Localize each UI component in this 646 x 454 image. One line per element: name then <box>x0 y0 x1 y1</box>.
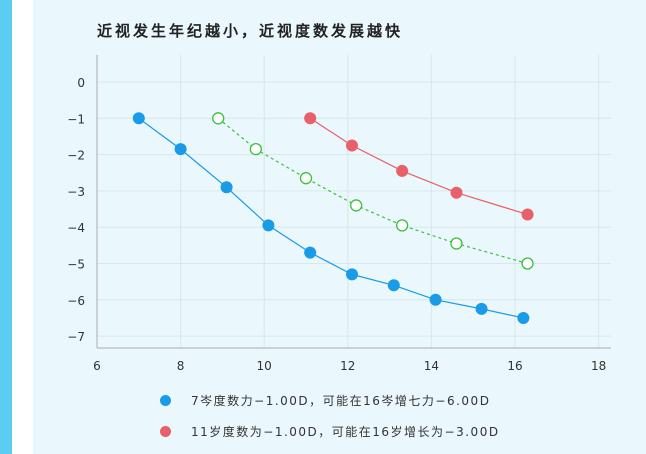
data-point <box>262 219 275 232</box>
x-tick-label: 18 <box>591 359 606 373</box>
legend-marker-red <box>160 426 171 437</box>
data-point <box>345 139 358 152</box>
data-point <box>395 219 409 232</box>
data-point <box>387 279 400 292</box>
x-tick-label: 10 <box>257 359 272 373</box>
data-point <box>396 164 409 177</box>
y-tick-label: −3 <box>67 185 85 199</box>
series-line-0 <box>138 117 524 319</box>
x-tick-label: 16 <box>507 359 522 373</box>
data-point <box>517 311 530 324</box>
legend-item-11: 11岁度数为−1.00D，可能在16岁增长为−3.00D <box>160 423 500 440</box>
y-tick-label: −6 <box>67 294 85 308</box>
data-point <box>220 181 233 194</box>
x-tick-label: 6 <box>93 359 101 373</box>
x-tick-label: 8 <box>177 359 185 373</box>
y-tick-label: −1 <box>67 112 85 126</box>
series-line-2 <box>309 117 528 216</box>
data-point <box>304 112 317 125</box>
data-point <box>174 143 187 156</box>
data-point <box>345 268 358 281</box>
data-point <box>299 172 313 185</box>
legend-label: 11岁度数为−1.00D，可能在16岁增长为−3.00D <box>191 425 500 439</box>
y-tick-label: 0 <box>77 76 85 90</box>
y-tick-label: −2 <box>67 149 85 163</box>
y-tick-label: −5 <box>67 258 85 272</box>
legend-marker-blue <box>160 395 171 406</box>
data-point <box>521 257 534 270</box>
data-point <box>212 112 225 125</box>
legend-item-7: 7岑度数力−1.00D，可能在16岑增七力−6.00D <box>160 392 490 409</box>
legend-label: 7岑度数力−1.00D，可能在16岑增七力−6.00D <box>191 394 491 408</box>
side-accent-bar <box>0 0 12 454</box>
data-point <box>475 302 488 315</box>
data-point <box>450 186 463 199</box>
data-point <box>132 112 145 125</box>
data-point <box>350 199 363 212</box>
x-tick-label: 14 <box>424 359 439 373</box>
data-point <box>304 246 317 259</box>
chart-title: 近视发生年纪越小，近视度数发展越快 <box>97 22 404 40</box>
y-tick-label: −4 <box>67 221 85 235</box>
data-point <box>429 293 442 306</box>
y-tick-label: −7 <box>67 330 85 344</box>
x-tick-label: 12 <box>340 359 355 373</box>
data-point <box>249 143 262 156</box>
data-point <box>521 208 534 221</box>
data-point <box>450 237 463 250</box>
